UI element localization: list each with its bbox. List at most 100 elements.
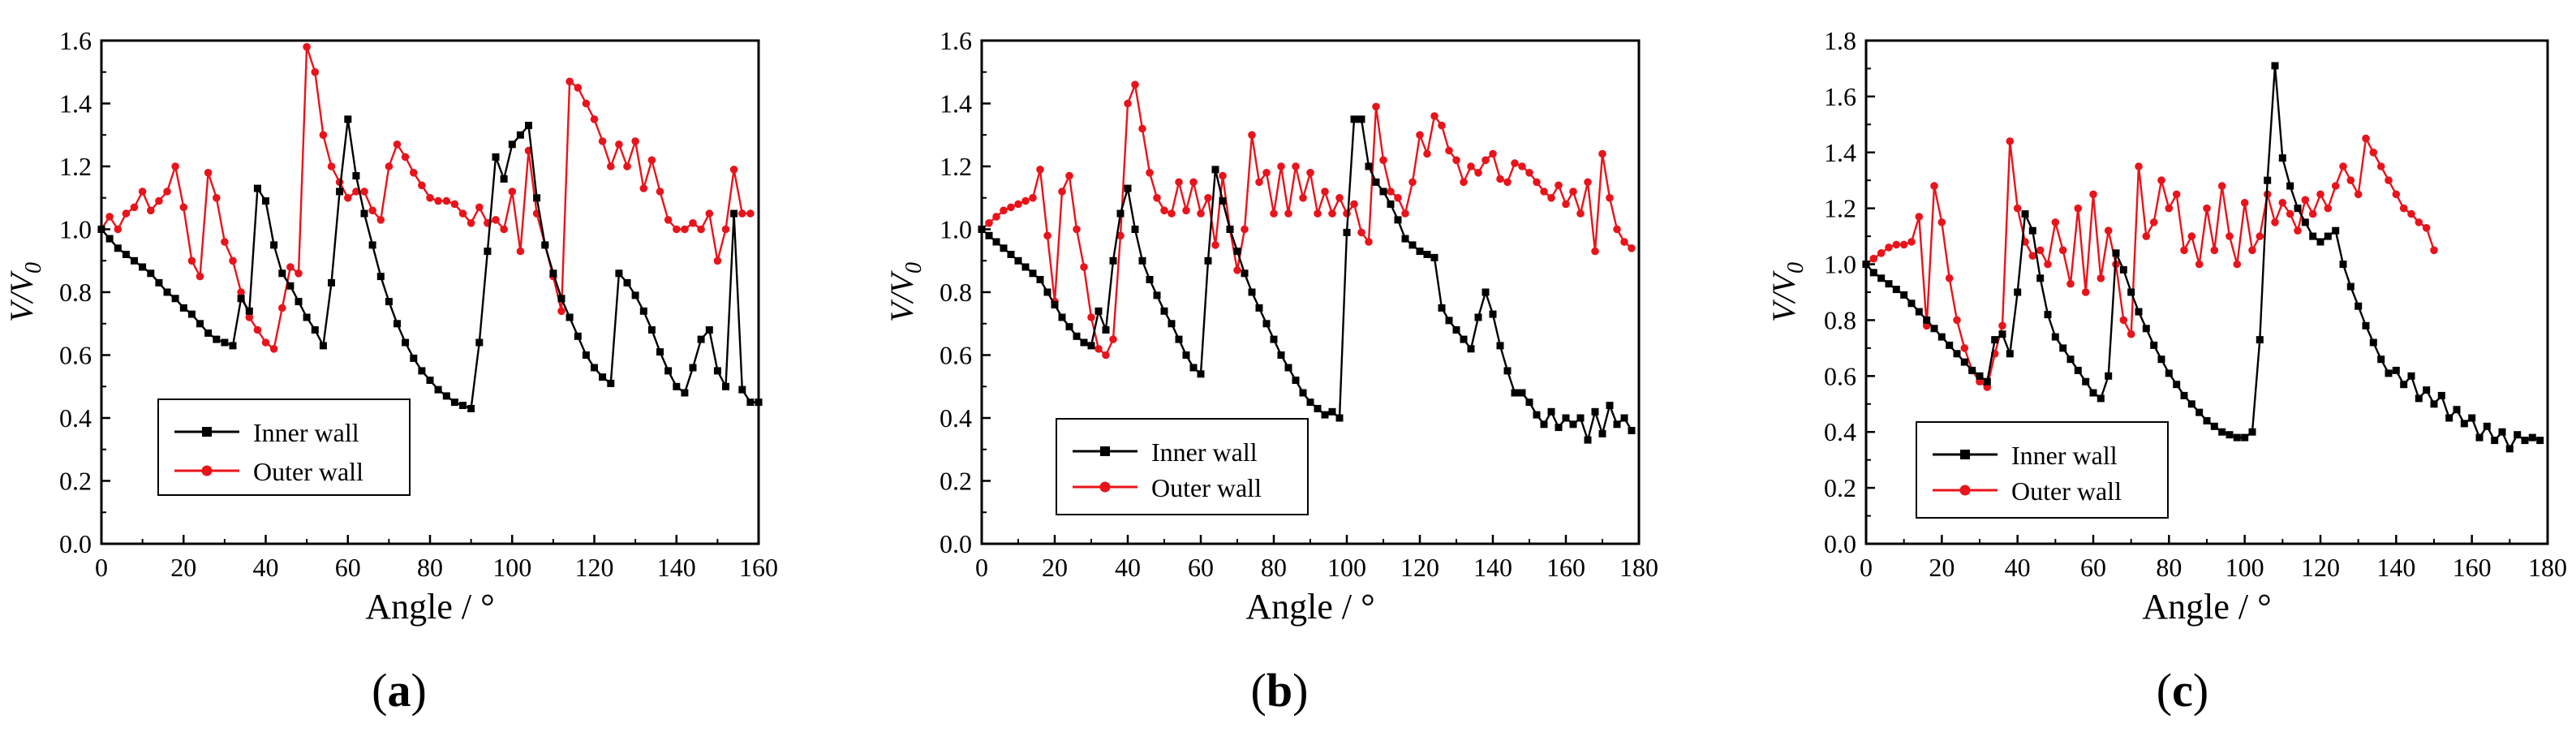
inner-wall-point (2150, 341, 2158, 349)
outer-wall-point (746, 209, 755, 218)
inner-wall-point (2514, 431, 2522, 439)
outer-wall-point (2081, 288, 2090, 296)
outer-wall-point (492, 216, 500, 224)
inner-wall-point (1960, 358, 1968, 366)
inner-wall-point (1241, 269, 1249, 278)
outer-wall-point (598, 137, 607, 145)
inner-wall-point (1576, 414, 1585, 422)
legend-outer-wall-marker (201, 465, 213, 476)
outer-wall-point (130, 203, 139, 212)
outer-wall-point (1576, 209, 1585, 218)
outer-wall-point (992, 213, 1000, 221)
y-tick-label: 0.4 (1824, 417, 1856, 446)
inner-wall-point (475, 338, 484, 347)
inner-wall-point (2210, 422, 2218, 430)
outer-wall-point (1299, 194, 1307, 202)
inner-wall-point (722, 382, 729, 390)
outer-wall-point (138, 187, 147, 196)
inner-wall-point (1869, 269, 1877, 277)
y-tick-label: 0.2 (59, 467, 92, 496)
inner-wall-point (2028, 226, 2036, 235)
outer-wall-point (410, 169, 418, 177)
inner-wall-point (336, 187, 344, 196)
x-tick-label: 80 (2156, 553, 2182, 582)
outer-wall-point (2407, 209, 2415, 218)
outer-wall-point (1598, 149, 1606, 158)
outer-wall-point (713, 256, 722, 265)
inner-wall-point (2286, 182, 2294, 190)
inner-wall-point (1998, 330, 2006, 338)
legend-inner-wall-label: Inner wall (2011, 441, 2118, 470)
outer-wall-point (2096, 274, 2105, 282)
outer-wall-point (2074, 204, 2083, 213)
inner-wall-point (582, 351, 590, 359)
plot-area: 0 20 40 60 80 100 120 140 160 180 0.0 0.2 0.4 0.6 0.8 1… (940, 26, 1658, 582)
legend-box (1056, 418, 1309, 515)
inner-wall-point (1233, 248, 1241, 256)
x-tick-label: 80 (1261, 553, 1287, 582)
outer-wall-point (1474, 169, 1482, 177)
inner-wall-point (459, 402, 467, 409)
outer-wall-point (623, 162, 631, 170)
inner-wall-point (566, 313, 574, 321)
outer-wall-point (738, 209, 746, 218)
outer-wall-point (2369, 149, 2378, 157)
inner-wall-point (1146, 276, 1154, 283)
outer-wall-point (681, 225, 689, 234)
outer-wall-point (2104, 226, 2113, 235)
outer-wall-point (1489, 149, 1497, 158)
y-axis-label: V/V0 (3, 262, 46, 322)
inner-wall-point (2203, 416, 2211, 424)
y-tick-label: 1.6 (1824, 82, 1856, 111)
outer-wall-point (458, 209, 467, 218)
outer-wall-point (2240, 199, 2249, 207)
x-tick-label: 140 (1473, 553, 1512, 582)
inner-wall-point (1569, 420, 1577, 429)
outer-wall-point (1248, 131, 1256, 140)
inner-wall-point (262, 197, 269, 205)
inner-wall-point (376, 273, 385, 281)
inner-wall-point (2066, 355, 2075, 364)
outer-wall-point (2135, 162, 2143, 170)
outer-wall-point (286, 263, 295, 271)
outer-wall-point (368, 206, 376, 215)
inner-wall-point (1094, 307, 1103, 315)
inner-wall-point (1438, 304, 1446, 312)
inner-wall-point (2187, 400, 2195, 408)
outer-wall-point (508, 187, 517, 196)
inner-wall-point (1496, 342, 1504, 350)
outer-wall-point (2036, 246, 2045, 255)
outer-wall-point (1138, 124, 1146, 133)
inner-wall-point (607, 379, 615, 387)
y-tick-label: 1.0 (59, 215, 92, 244)
panel-label: (b) (1251, 664, 1309, 717)
outer-wall-point (2331, 182, 2340, 190)
outer-wall-point (1976, 377, 1984, 386)
outer-wall-point (1562, 200, 1570, 209)
outer-wall-point (1960, 344, 1969, 352)
outer-wall-point (311, 68, 320, 76)
outer-wall-point (1907, 238, 1916, 246)
outer-wall-point (1102, 351, 1110, 360)
outer-wall-point (2210, 246, 2219, 255)
inner-wall-point (2089, 389, 2097, 397)
inner-wall-point (360, 209, 368, 218)
y-tick-label: 0.4 (59, 403, 92, 433)
outer-wall-point (1021, 196, 1030, 205)
outer-wall-point (1416, 131, 1424, 140)
inner-wall-point (1175, 335, 1183, 343)
inner-wall-point (2339, 261, 2347, 269)
outer-wall-point (442, 196, 451, 205)
x-tick-label: 100 (492, 553, 531, 582)
y-tick-label: 1.6 (940, 26, 972, 55)
outer-wall-point (171, 162, 179, 170)
outer-wall-point (1892, 240, 1901, 249)
inner-wall-point (237, 295, 245, 303)
inner-wall-point (2165, 369, 2173, 377)
inner-wall-point (278, 269, 286, 278)
inner-wall-point (2006, 350, 2014, 358)
outer-wall-point (1540, 187, 1548, 196)
legend-box (157, 399, 411, 496)
y-tick-label: 0.0 (940, 529, 972, 558)
inner-wall-point (344, 115, 352, 123)
